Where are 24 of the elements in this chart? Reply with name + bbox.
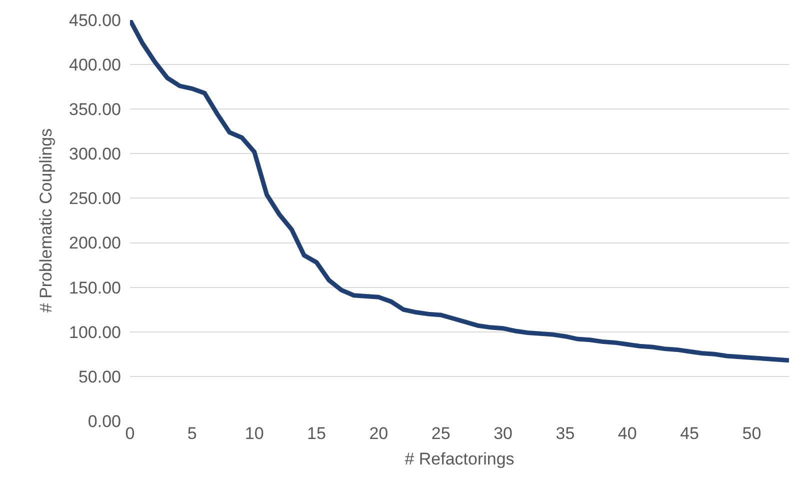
x-tick-label: 45	[680, 424, 699, 443]
y-tick-label: 450.00	[69, 10, 121, 30]
y-tick-label: 400.00	[69, 56, 121, 75]
x-tick-label: 20	[369, 424, 388, 443]
x-tick-label: 10	[244, 424, 264, 443]
y-axis-title: # Problematic Couplings	[36, 128, 56, 313]
y-tick-label: 50.00	[78, 367, 121, 386]
x-tick-label: 50	[742, 424, 762, 443]
x-tick-label: 25	[431, 424, 450, 443]
y-tick-label: 0.00	[88, 412, 121, 431]
x-tick-label: 5	[187, 424, 197, 443]
x-tick-label: 0	[125, 424, 135, 443]
y-tick-label: 350.00	[69, 100, 121, 120]
x-tick-label: 35	[556, 424, 575, 443]
x-tick-label: 30	[494, 424, 512, 443]
y-tick-label: 250.00	[69, 189, 121, 208]
x-axis-title: # Refactorings	[404, 449, 514, 468]
y-tick-label: 150.00	[69, 278, 121, 298]
y-tick-label: 300.00	[69, 144, 121, 164]
x-tick-label: 40	[618, 424, 637, 443]
line-series	[130, 20, 789, 363]
y-tick-label: 200.00	[69, 234, 121, 253]
x-tick-label: 15	[307, 424, 326, 443]
y-tick-label: 100.00	[69, 322, 121, 342]
